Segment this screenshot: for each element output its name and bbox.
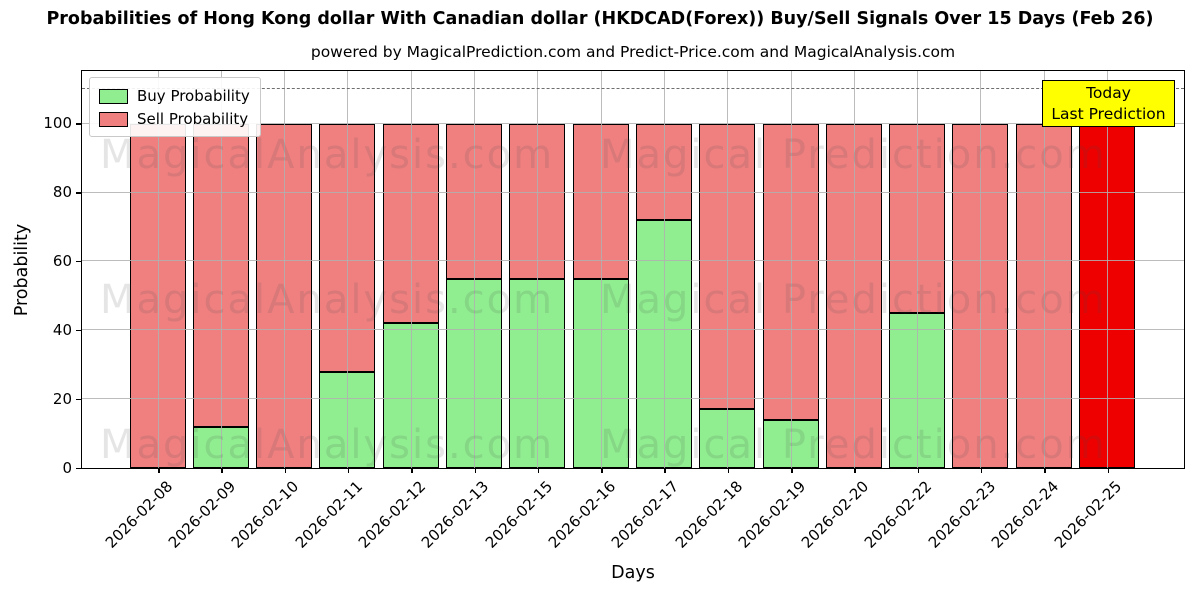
x-tick-mark — [727, 467, 730, 473]
gridline-vertical — [220, 71, 222, 468]
x-axis-title: Days — [611, 563, 655, 583]
gridline-vertical — [537, 71, 539, 468]
x-tick-mark — [221, 467, 223, 473]
y-tick-mark — [76, 123, 81, 125]
x-tick-mark — [1044, 467, 1046, 473]
x-tick-mark — [917, 467, 920, 473]
gridline-vertical — [663, 71, 665, 468]
legend-item-sell: Sell Probability — [99, 110, 250, 128]
annotation-line-2: Last Prediction — [1051, 104, 1166, 123]
y-tick-label: 60 — [52, 251, 72, 270]
x-tick-label: 2026-02-08 — [101, 477, 177, 552]
x-tick-mark — [980, 467, 983, 473]
x-tick-label: 2026-02-13 — [418, 477, 493, 552]
gridline-vertical — [410, 71, 412, 468]
x-tick-mark — [158, 467, 160, 473]
gridline-horizontal — [82, 329, 1184, 331]
x-tick-mark — [1107, 467, 1109, 473]
today-annotation: Today Last Prediction — [1042, 80, 1175, 127]
x-tick-mark — [537, 467, 540, 473]
x-tick-mark — [347, 467, 350, 473]
y-tick-mark — [76, 398, 81, 401]
y-tick-label: 80 — [52, 183, 72, 202]
x-tick-mark — [601, 467, 603, 473]
x-tick-mark — [284, 467, 287, 473]
x-tick-label: 2026-02-19 — [734, 477, 810, 552]
gridline-vertical — [1107, 71, 1108, 468]
x-tick-label: 2026-02-20 — [797, 477, 873, 552]
gridline-vertical — [790, 71, 792, 468]
y-tick-label: 20 — [52, 389, 72, 408]
x-tick-mark — [791, 467, 793, 473]
buy-swatch-icon — [99, 88, 128, 104]
x-tick-mark — [664, 467, 666, 473]
y-tick-label: 100 — [43, 114, 72, 133]
gridline-vertical — [284, 71, 286, 468]
legend: Buy Probability Sell Probability — [89, 77, 261, 137]
gridline-vertical — [1043, 71, 1045, 468]
x-tick-label: 2026-02-12 — [354, 477, 430, 552]
x-tick-label: 2026-02-23 — [924, 477, 999, 552]
y-tick-mark — [76, 192, 81, 194]
x-tick-label: 2026-02-25 — [1051, 477, 1126, 552]
chart-title: Probabilities of Hong Kong dollar With C… — [46, 9, 1154, 29]
x-tick-label: 2026-02-15 — [481, 477, 556, 552]
x-tick-label: 2026-02-11 — [291, 477, 366, 552]
x-tick-mark — [474, 467, 476, 473]
x-tick-label: 2026-02-17 — [608, 477, 683, 552]
legend-label-sell: Sell Probability — [137, 110, 249, 128]
y-tick-mark — [76, 329, 81, 332]
gridline-vertical — [727, 71, 729, 468]
gridline-horizontal — [82, 260, 1184, 262]
x-tick-label: 2026-02-10 — [228, 477, 303, 552]
gridline-vertical — [347, 71, 349, 468]
gridline-vertical — [157, 71, 159, 468]
legend-label-buy: Buy Probability — [137, 87, 250, 105]
gridline-vertical — [917, 71, 919, 468]
y-tick-label: 0 — [62, 458, 72, 477]
annotation-line-1: Today — [1086, 83, 1131, 102]
y-tick-mark — [76, 467, 81, 469]
x-tick-label: 2026-02-09 — [164, 477, 240, 552]
x-tick-label: 2026-02-16 — [544, 477, 620, 552]
gridline-vertical — [474, 71, 475, 468]
x-tick-mark — [854, 467, 856, 473]
y-axis-title: Probability — [12, 223, 32, 317]
gridline-horizontal — [82, 398, 1184, 400]
x-tick-label: 2026-02-22 — [861, 477, 936, 552]
y-tick-mark — [76, 260, 81, 263]
gridline-vertical — [600, 71, 602, 468]
x-tick-label: 2026-02-24 — [987, 477, 1063, 552]
gridline-horizontal — [82, 191, 1184, 193]
x-tick-mark — [411, 467, 413, 473]
plot-area: MagicalAnalysis.comMagical Prediction.co… — [81, 70, 1185, 469]
gridline-vertical — [980, 71, 982, 468]
threshold-dashed-line — [82, 88, 1184, 90]
chart-subtitle: powered by MagicalPrediction.com and Pre… — [310, 43, 956, 61]
gridline-vertical — [853, 71, 855, 468]
legend-item-buy: Buy Probability — [99, 87, 250, 105]
gridline-horizontal — [82, 122, 1184, 124]
sell-swatch-icon — [99, 111, 128, 127]
y-tick-label: 40 — [52, 320, 72, 339]
x-tick-label: 2026-02-18 — [671, 477, 746, 552]
